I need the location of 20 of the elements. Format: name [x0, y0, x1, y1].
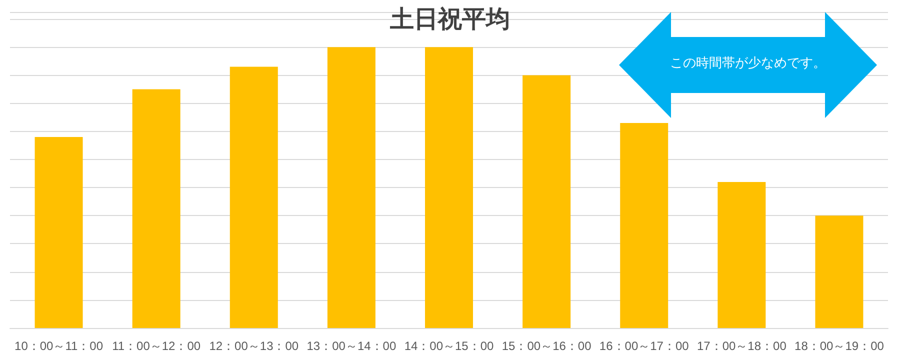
- x-tick-label: 15：00～16：00: [502, 339, 592, 353]
- bar: [522, 75, 571, 328]
- x-tick-label: 18：00～19：00: [794, 339, 884, 353]
- bar: [34, 136, 83, 328]
- annotation: この時間帯が少なめです。: [669, 55, 827, 73]
- x-tick-label: 11：00～12：00: [112, 339, 201, 353]
- x-tick-label: 17：00～18：00: [696, 339, 787, 353]
- bar: [327, 47, 376, 328]
- bar: [230, 66, 278, 328]
- x-tick-label: 16：00～17：00: [599, 339, 690, 353]
- bar: [718, 182, 766, 328]
- x-tick-label: 12：00～13：00: [209, 339, 299, 353]
- bar: [132, 89, 180, 328]
- bar: [815, 216, 864, 328]
- chart-title: 土日祝平均: [389, 5, 510, 33]
- bar: [620, 122, 668, 328]
- bar: [425, 47, 473, 328]
- x-tick-label: 13：00～14：00: [306, 339, 396, 353]
- x-tick-label: 14：00～15：00: [404, 339, 494, 353]
- x-tick-label: 10：00～11：00: [14, 339, 104, 353]
